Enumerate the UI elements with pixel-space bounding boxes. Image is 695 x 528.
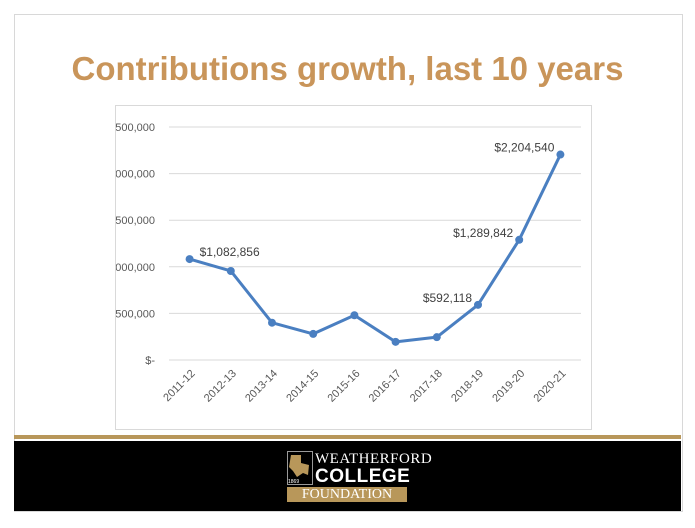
data-point bbox=[391, 337, 400, 346]
x-tick-label: 2019-20 bbox=[490, 368, 527, 405]
logo-line3: FOUNDATION bbox=[287, 487, 407, 502]
data-label: $1,289,842 bbox=[453, 226, 513, 240]
x-tick-label: 2017-18 bbox=[408, 368, 445, 405]
x-tick-label: 2012-13 bbox=[202, 368, 239, 405]
line-chart: $- $500,000 $1,000,000 $1,500,000 $2,000,000… bbox=[115, 105, 592, 430]
slide-border bbox=[14, 14, 683, 512]
logo-line1: WEATHERFORD bbox=[315, 451, 433, 467]
x-tick-label: 2014-15 bbox=[284, 368, 321, 405]
y-tick-label: $- bbox=[145, 355, 155, 367]
data-point bbox=[268, 318, 276, 327]
data-point bbox=[474, 300, 482, 309]
data-label: $592,118 bbox=[423, 291, 472, 305]
data-label: $1,082,856 bbox=[200, 245, 260, 259]
x-tick-label: 2011-12 bbox=[161, 368, 197, 404]
data-point bbox=[556, 150, 565, 159]
logo-line2: COLLEGE bbox=[315, 466, 411, 487]
data-point bbox=[515, 235, 524, 244]
x-tick-label: 2013-14 bbox=[243, 368, 280, 405]
y-tick-label: $1,500,000 bbox=[116, 215, 155, 227]
weatherford-college-foundation-logo: 1869 WEATHERFORD COLLEGE FOUNDATION bbox=[287, 451, 432, 502]
data-point bbox=[432, 333, 441, 342]
data-label: $2,204,540 bbox=[494, 141, 554, 155]
gold-divider bbox=[14, 435, 681, 439]
data-point bbox=[350, 311, 359, 320]
y-tick-label: $2,000,000 bbox=[116, 169, 155, 181]
y-tick-label: $1,000,000 bbox=[116, 262, 155, 274]
x-tick-label: 2016-17 bbox=[367, 368, 404, 405]
chart-svg: $- $500,000 $1,000,000 $1,500,000 $2,000,000… bbox=[116, 122, 581, 405]
data-point bbox=[185, 255, 194, 264]
y-tick-label: $500,000 bbox=[116, 308, 155, 320]
slide-title: Contributions growth, last 10 years bbox=[71, 50, 624, 87]
texas-map-icon bbox=[287, 451, 313, 485]
logo-year: 1869 bbox=[288, 479, 300, 485]
x-tick-label: 2018-19 bbox=[449, 368, 486, 405]
data-point bbox=[309, 329, 318, 338]
x-tick-label: 2020-21 bbox=[531, 368, 568, 405]
x-tick-label: 2015-16 bbox=[325, 368, 362, 405]
data-point bbox=[226, 266, 235, 275]
series-line bbox=[189, 153, 562, 344]
y-tick-label: $2,500,000 bbox=[116, 122, 155, 134]
